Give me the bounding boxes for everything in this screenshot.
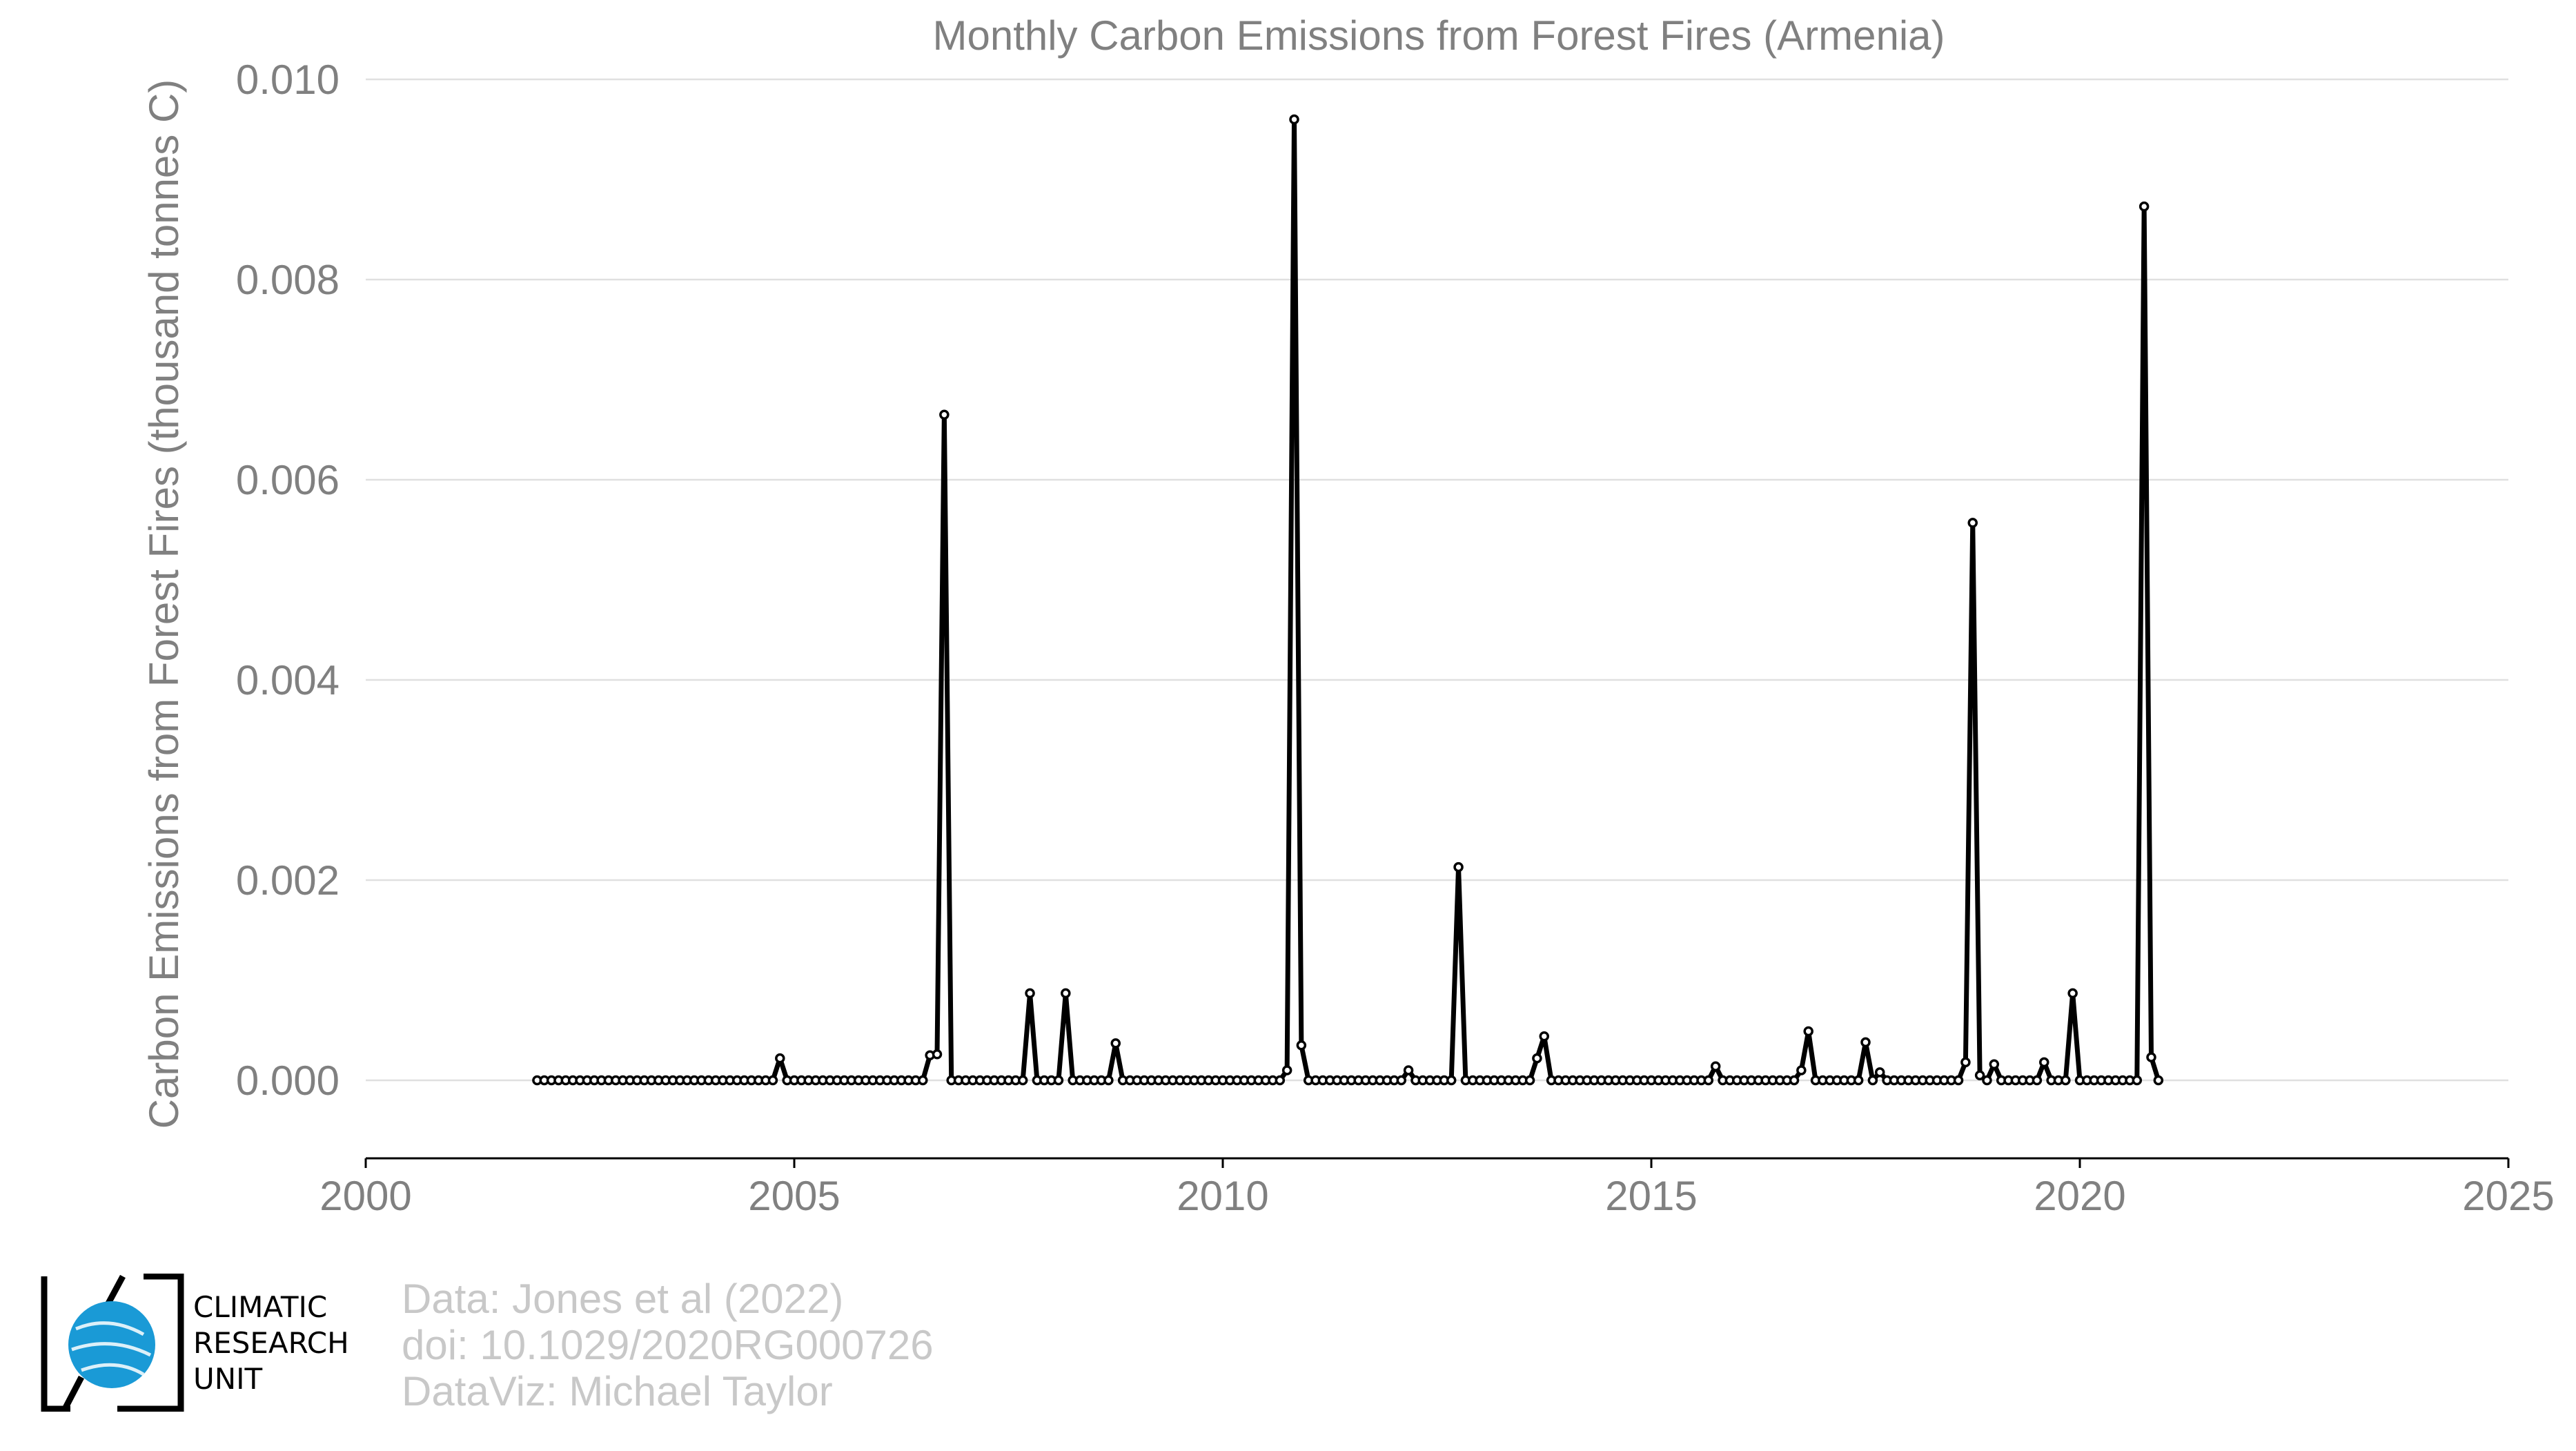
data-point <box>1289 114 1299 125</box>
y-axis-ticks: 0.000 0.002 0.004 0.006 0.008 0.010 <box>236 57 340 1104</box>
data-point <box>775 1053 785 1064</box>
data-point <box>2139 201 2150 212</box>
data-point <box>1796 1065 1807 1075</box>
data-point <box>2039 1057 2049 1068</box>
data-point <box>1396 1075 1406 1086</box>
chart-title: Monthly Carbon Emissions from Forest Fir… <box>932 12 1945 59</box>
data-point <box>918 1075 928 1086</box>
logo-bracket-right <box>117 1274 184 1412</box>
data-point <box>1110 1038 1121 1049</box>
y-axis-label: Carbon Emissions from Forest Fires (thou… <box>141 79 187 1129</box>
credit-data: Data: Jones et al (2022) <box>402 1276 844 1322</box>
series-layer <box>532 114 2164 1086</box>
data-point <box>939 409 950 420</box>
data-point <box>1960 1057 1971 1068</box>
y-tick-label: 0.004 <box>236 657 340 703</box>
y-tick-label: 0.008 <box>236 257 340 303</box>
series-line <box>537 117 2161 1083</box>
data-point <box>1053 1075 1064 1086</box>
x-tick-label: 2025 <box>2462 1173 2554 1219</box>
data-point <box>1025 988 1035 999</box>
x-axis-ticks: 2000 2005 2010 2015 2020 2025 <box>319 1158 2555 1219</box>
x-tick-label: 2000 <box>319 1173 411 1219</box>
data-point <box>1524 1075 1535 1086</box>
data-point <box>1989 1059 2000 1070</box>
data-point <box>2132 1075 2143 1086</box>
data-point <box>2146 1052 2156 1062</box>
gridlines <box>366 78 2508 1082</box>
cru-logo <box>41 1274 184 1412</box>
data-point <box>1803 1026 1813 1037</box>
y-tick-label: 0.000 <box>236 1058 340 1104</box>
data-point <box>1703 1075 1714 1086</box>
data-point <box>1281 1065 1292 1075</box>
logo-bracket-left <box>41 1276 70 1412</box>
data-point <box>1953 1075 1964 1086</box>
credit-doi: doi: 10.1029/2020RG000726 <box>402 1322 934 1368</box>
y-tick-label: 0.002 <box>236 857 340 904</box>
data-point <box>2061 1075 2071 1086</box>
data-point <box>767 1075 778 1086</box>
data-point <box>1403 1065 1414 1075</box>
x-tick-label: 2010 <box>1177 1173 1268 1219</box>
data-point <box>1103 1075 1114 1086</box>
logo-text: CLIMATIC RESEARCH UNIT <box>193 1289 349 1397</box>
data-point <box>1789 1075 1800 1086</box>
data-point <box>1539 1031 1549 1042</box>
data-point <box>1275 1075 1286 1086</box>
data-point <box>1532 1053 1542 1064</box>
y-tick-label: 0.010 <box>236 57 340 103</box>
x-tick-label: 2020 <box>2034 1173 2125 1219</box>
globe-swirl <box>71 1321 152 1376</box>
x-tick-label: 2005 <box>748 1173 840 1219</box>
data-point <box>1296 1040 1307 1051</box>
data-point <box>1967 518 1978 528</box>
x-tick-label: 2015 <box>1605 1173 1697 1219</box>
data-point <box>2153 1075 2164 1086</box>
logo-line-2: RESEARCH <box>193 1326 349 1360</box>
logo-line-3: UNIT <box>193 1362 263 1396</box>
data-point <box>1710 1061 1721 1071</box>
data-point <box>1017 1075 1028 1086</box>
data-point <box>1061 988 1071 999</box>
data-point <box>1867 1075 1878 1086</box>
data-point <box>1453 861 1464 873</box>
y-tick-label: 0.006 <box>236 457 340 503</box>
data-point <box>932 1049 943 1060</box>
data-point <box>1446 1075 1457 1086</box>
data-point <box>1982 1075 1992 1086</box>
data-point <box>1860 1037 1871 1048</box>
data-point <box>1853 1075 1864 1086</box>
data-point <box>2067 988 2078 999</box>
data-point <box>1874 1067 1885 1078</box>
data-point <box>1974 1070 1985 1080</box>
data-point <box>2032 1075 2043 1086</box>
logo-line-1: CLIMATIC <box>193 1290 328 1324</box>
credit-dataviz: DataViz: Michael Taylor <box>402 1368 833 1414</box>
